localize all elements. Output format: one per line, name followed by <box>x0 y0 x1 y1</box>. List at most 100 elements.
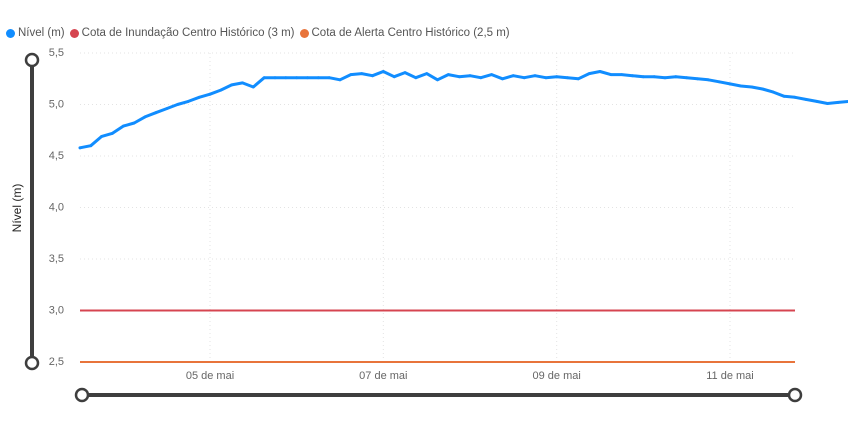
data-point-nivel[interactable] <box>251 85 255 89</box>
x-zoom-handle-left[interactable] <box>74 387 90 403</box>
legend-item-nivel[interactable]: Nível (m) <box>6 27 65 39</box>
data-point-nivel[interactable] <box>457 75 461 79</box>
data-point-nivel[interactable] <box>349 73 353 76</box>
data-point-nivel[interactable] <box>132 121 136 125</box>
data-point-nivel[interactable] <box>295 76 299 80</box>
data-point-nivel[interactable] <box>186 100 190 103</box>
data-point-nivel[interactable] <box>414 76 418 80</box>
data-point-nivel[interactable] <box>566 76 569 80</box>
data-point-nivel[interactable] <box>197 95 201 99</box>
data-point-nivel[interactable] <box>446 73 450 76</box>
legend-label-nivel: Nível (m) <box>18 27 65 39</box>
x-zoom-slider[interactable] <box>74 387 803 403</box>
x-tick-label: 05 de mai <box>186 370 234 382</box>
y-tick-label: 3,0 <box>49 304 64 316</box>
legend-label-cota-inundacao: Cota de Inundação Centro Histórico (3 m) <box>81 27 295 39</box>
data-point-nivel[interactable] <box>544 76 548 80</box>
data-point-nivel[interactable] <box>165 107 169 110</box>
y-tick-label: 2,5 <box>49 356 64 368</box>
data-point-nivel[interactable] <box>663 76 667 80</box>
data-point-nivel[interactable] <box>316 76 320 80</box>
legend-item-cota-alerta[interactable]: Cota de Alerta Centro Histórico (2,5 m) <box>299 27 510 39</box>
data-point-nivel[interactable] <box>100 135 104 138</box>
data-point-nivel[interactable] <box>262 76 266 80</box>
data-point-nivel[interactable] <box>706 78 710 82</box>
legend-marker-nivel <box>6 28 15 38</box>
data-point-nivel[interactable] <box>761 87 764 91</box>
data-point-nivel[interactable] <box>652 75 656 79</box>
data-point-nivel[interactable] <box>327 76 331 80</box>
y-tick-label: 3,5 <box>49 253 64 265</box>
data-point-nivel[interactable] <box>717 80 721 84</box>
data-point-nivel[interactable] <box>815 100 819 103</box>
data-point-nivel[interactable] <box>620 73 624 76</box>
data-point-nivel[interactable] <box>273 76 277 80</box>
data-point-nivel[interactable] <box>522 76 526 80</box>
x-tick-label: 09 de mai <box>533 370 581 382</box>
data-point-nivel[interactable] <box>674 75 678 79</box>
data-point-nivel[interactable] <box>598 70 602 73</box>
data-point-nivel[interactable] <box>501 77 504 81</box>
data-point-nivel[interactable] <box>576 77 580 81</box>
data-point-nivel[interactable] <box>176 103 179 106</box>
data-point-nivel[interactable] <box>479 76 483 80</box>
data-point-nivel[interactable] <box>609 73 613 76</box>
data-point-nivel[interactable] <box>143 115 147 119</box>
y-axis-title: Nível (m) <box>10 184 24 233</box>
x-zoom-handle-right[interactable] <box>787 387 803 403</box>
data-point-nivel[interactable] <box>78 146 82 150</box>
legend-label-cota-alerta: Cota de Alerta Centro Histórico (2,5 m) <box>311 27 510 39</box>
data-point-nivel[interactable] <box>425 72 429 75</box>
data-point-nivel[interactable] <box>436 78 439 82</box>
data-point-nivel[interactable] <box>631 74 634 78</box>
data-point-nivel[interactable] <box>836 101 840 104</box>
data-point-nivel[interactable] <box>739 84 743 88</box>
data-point-nivel[interactable] <box>338 78 342 82</box>
data-point-nivel[interactable] <box>555 75 559 79</box>
data-point-nivel[interactable] <box>771 90 775 94</box>
y-axis-ticks: 2,5 3,0 3,5 4,0 4,5 5,0 5,5 <box>49 47 64 368</box>
y-tick-label: 4,0 <box>49 201 64 213</box>
data-point-nivel[interactable] <box>804 98 808 101</box>
data-point-nivel[interactable] <box>360 72 364 75</box>
data-point-nivel[interactable] <box>685 76 689 80</box>
data-point-nivel[interactable] <box>826 102 829 105</box>
data-point-nivel[interactable] <box>241 81 244 85</box>
data-point-nivel[interactable] <box>89 144 93 148</box>
data-point-nivel[interactable] <box>533 74 537 78</box>
series-line-nivel[interactable] <box>78 70 848 150</box>
data-point-nivel[interactable] <box>782 94 786 98</box>
data-point-nivel[interactable] <box>284 76 288 80</box>
data-point-nivel[interactable] <box>208 92 212 96</box>
data-point-nivel[interactable] <box>490 73 494 76</box>
y-zoom-slider[interactable] <box>24 52 40 371</box>
data-point-nivel[interactable] <box>230 83 234 87</box>
data-point-nivel[interactable] <box>392 75 396 79</box>
data-point-nivel[interactable] <box>641 75 645 79</box>
data-point-nivel[interactable] <box>154 111 158 115</box>
y-tick-label: 4,5 <box>49 150 64 162</box>
y-zoom-handle-bottom[interactable] <box>24 355 40 371</box>
data-point-nivel[interactable] <box>219 88 223 92</box>
data-point-nivel[interactable] <box>371 74 374 78</box>
data-point-nivel[interactable] <box>793 95 797 99</box>
data-point-nivel[interactable] <box>121 124 125 128</box>
data-point-nivel[interactable] <box>111 131 114 135</box>
data-point-nivel[interactable] <box>696 77 699 81</box>
data-point-nivel[interactable] <box>750 85 754 89</box>
legend-item-cota-inundacao[interactable]: Cota de Inundação Centro Histórico (3 m) <box>69 27 295 39</box>
data-point-nivel[interactable] <box>728 82 732 86</box>
series-layer <box>78 70 848 363</box>
chart-legend: Nível (m) Cota de Inundação Centro Histó… <box>6 25 515 41</box>
data-point-nivel[interactable] <box>403 71 407 74</box>
data-point-nivel[interactable] <box>306 76 309 80</box>
data-point-nivel[interactable] <box>381 70 385 73</box>
data-point-nivel[interactable] <box>587 72 591 75</box>
legend-marker-cota-inundacao <box>69 28 79 38</box>
gridlines <box>80 52 795 363</box>
data-point-nivel[interactable] <box>468 74 472 78</box>
data-point-nivel[interactable] <box>511 74 515 78</box>
y-zoom-handle-top[interactable] <box>24 52 40 68</box>
legend-marker-cota-alerta <box>299 28 309 38</box>
y-tick-label: 5,0 <box>49 98 64 110</box>
